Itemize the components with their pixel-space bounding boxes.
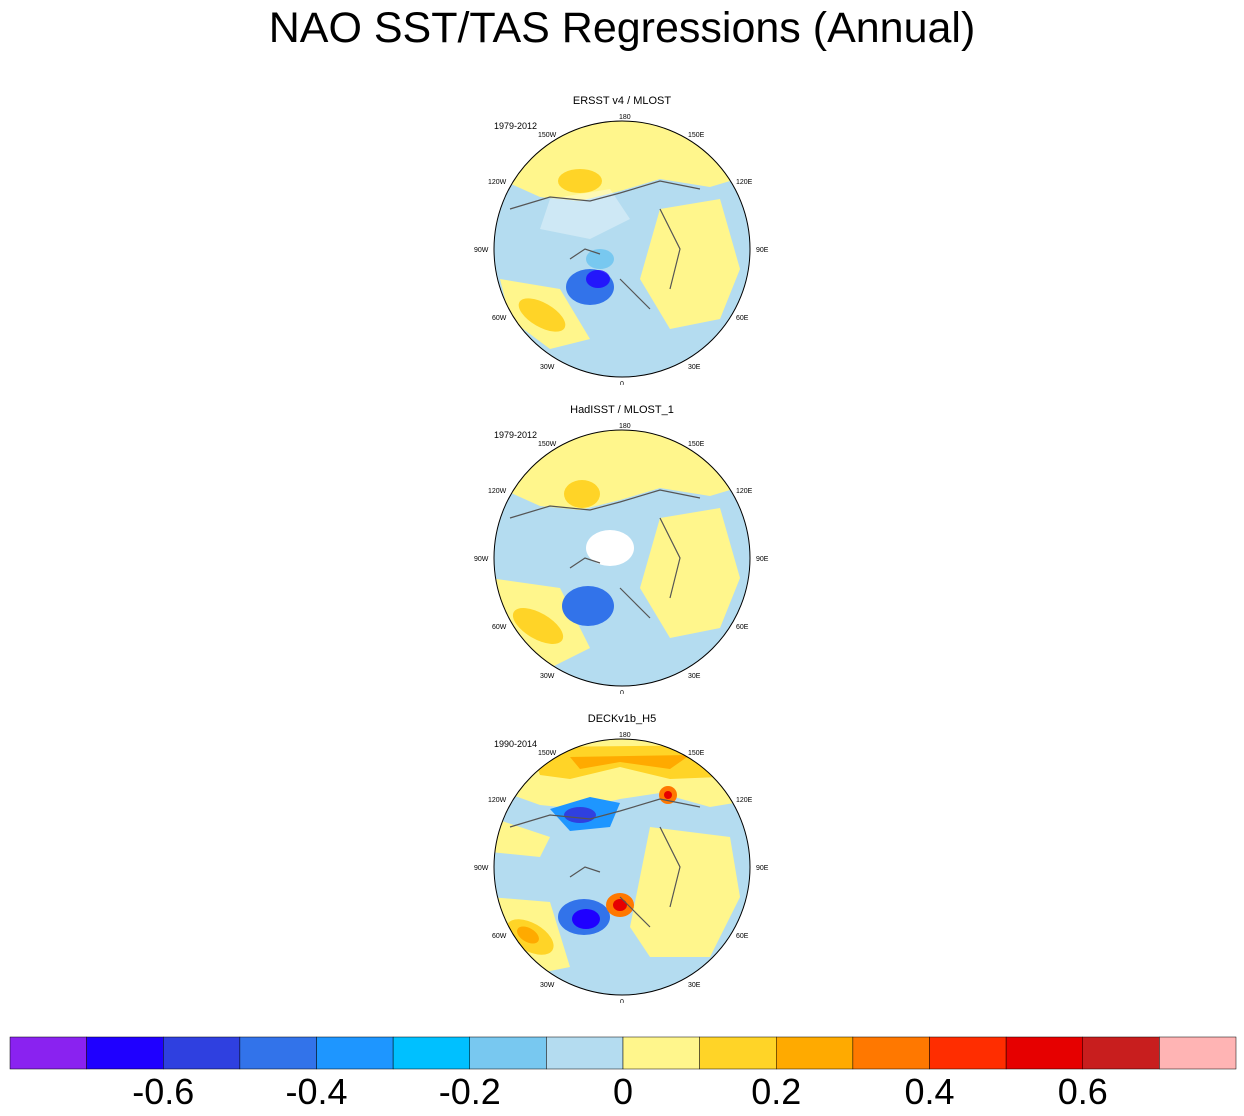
lon-label-30e: 30E — [688, 982, 701, 989]
coastlines — [509, 489, 701, 619]
colorbar-swatch — [239, 1036, 317, 1070]
panel-title: HadISST / MLOST_1 — [570, 404, 674, 416]
colorbar-swatch — [929, 1036, 1007, 1070]
lon-label-30w: 30W — [540, 364, 555, 371]
lon-label-90e: 90E — [756, 247, 769, 254]
lon-label-150w: 150W — [538, 132, 557, 139]
field-atlantic-max — [518, 298, 566, 332]
colorbar-swatch — [852, 1036, 930, 1070]
colorbar-swatch — [86, 1036, 164, 1070]
lon-label-150e: 150E — [688, 441, 705, 448]
map-border — [493, 429, 751, 687]
coastlines — [509, 180, 701, 310]
lon-label-60e: 60E — [736, 624, 749, 631]
field-labrador-min — [562, 586, 614, 626]
field-atlantic-max — [512, 608, 564, 644]
lon-label-60w: 60W — [492, 624, 507, 631]
lon-label-120w: 120W — [488, 797, 507, 804]
lon-label-30w: 30W — [540, 982, 555, 989]
lon-label-120e: 120E — [736, 488, 753, 495]
map-panel-1: ERSST v4 / MLOST 1979-2012 180 150E 120E… — [470, 95, 774, 385]
colorbar-swatch — [622, 1036, 700, 1070]
map-border — [493, 738, 751, 996]
field-norway-core — [613, 899, 627, 911]
land-outline-fill — [540, 189, 630, 239]
panel-title: DECKv1b_H5 — [587, 713, 657, 725]
colorbar-swatch — [699, 1036, 777, 1070]
colorbar-swatch — [776, 1036, 854, 1070]
field-positive-eurasia — [630, 827, 740, 957]
field-greenland — [586, 249, 614, 269]
chart-title: NAO SST/TAS Regressions (Annual) — [268, 4, 976, 52]
field-arctic-missing — [586, 530, 634, 566]
colorbar-swatch — [1082, 1036, 1160, 1070]
colorbar-swatch — [546, 1036, 624, 1070]
map-border — [493, 120, 751, 378]
colorbar-tick-label: 0.4 — [904, 1071, 955, 1112]
field-labrador-core — [586, 270, 610, 288]
field-positive-eurasia — [640, 199, 740, 329]
field-positive-eurasia — [640, 508, 740, 638]
field-pacific-max — [558, 169, 602, 193]
map-panel-2: HadISST / MLOST_1 1979-2012 180 150E 120… — [470, 404, 774, 694]
field-pacific-core — [570, 755, 690, 769]
lon-label-30w: 30W — [540, 673, 555, 680]
colorbar-tick-label: 0.6 — [1057, 1071, 1108, 1112]
field-atlantic-core — [517, 926, 539, 944]
lon-label-0: 0 — [620, 999, 624, 1003]
colorbar-swatch — [1159, 1036, 1237, 1070]
lon-label-180: 180 — [619, 423, 631, 430]
colorbar-swatch — [392, 1036, 470, 1070]
lon-label-60e: 60E — [736, 315, 749, 322]
polar-map: 180 150E 120E 90E 60E 30E 0 30W 60W 90W … — [474, 732, 769, 1003]
lon-label-60w: 60W — [492, 315, 507, 322]
lon-label-60e: 60E — [736, 933, 749, 940]
lon-label-180: 180 — [619, 732, 631, 739]
lon-label-150w: 150W — [538, 750, 557, 757]
colorbar-tick-label: 0 — [612, 1071, 634, 1112]
lon-label-90e: 90E — [756, 865, 769, 872]
lon-label-60w: 60W — [492, 933, 507, 940]
colorbar — [9, 1036, 1237, 1070]
polar-map: 180 150E 120E 90E 60E 30E 0 30W 60W 90W … — [474, 423, 769, 694]
lon-label-90w: 90W — [474, 247, 489, 254]
lon-label-120e: 120E — [736, 179, 753, 186]
colorbar-swatch — [469, 1036, 547, 1070]
panel-title: ERSST v4 / MLOST — [572, 95, 672, 107]
lon-label-150w: 150W — [538, 441, 557, 448]
field-bering-core — [664, 791, 672, 799]
colorbar-tick-label: -0.2 — [438, 1071, 501, 1112]
field-canada-positive — [494, 817, 550, 857]
panel-years: 1979-2012 — [494, 121, 538, 131]
colorbar-tick-label: -0.6 — [132, 1071, 195, 1112]
colorbar-swatch — [163, 1036, 241, 1070]
colorbar-swatch — [9, 1036, 87, 1070]
colorbar-tick-label: 0.2 — [751, 1071, 802, 1112]
panel-years: 1990-2014 — [494, 739, 538, 749]
field-alaska-core — [564, 807, 596, 823]
lon-label-90w: 90W — [474, 865, 489, 872]
colorbar-swatch — [316, 1036, 394, 1070]
lon-label-120w: 120W — [488, 488, 507, 495]
lon-label-90w: 90W — [474, 556, 489, 563]
field-labrador-core — [572, 909, 600, 929]
field-pacific-max — [564, 480, 600, 508]
lon-label-120w: 120W — [488, 179, 507, 186]
panel-years: 1979-2012 — [494, 430, 538, 440]
lon-label-30e: 30E — [688, 364, 701, 371]
lon-label-180: 180 — [619, 114, 631, 121]
lon-label-150e: 150E — [688, 132, 705, 139]
colorbar-swatch — [1005, 1036, 1083, 1070]
lon-label-150e: 150E — [688, 750, 705, 757]
lon-label-90e: 90E — [756, 556, 769, 563]
lon-label-0: 0 — [620, 690, 624, 694]
colorbar-tick-label: -0.4 — [285, 1071, 348, 1112]
lon-label-0: 0 — [620, 381, 624, 385]
polar-map: 180 150E 120E 90E 60E 30E 0 30W 60W 90W … — [474, 114, 769, 385]
lon-label-120e: 120E — [736, 797, 753, 804]
lon-label-30e: 30E — [688, 673, 701, 680]
coastlines — [509, 798, 701, 928]
map-panel-3: DECKv1b_H5 1990-2014 180 150E 120E — [470, 713, 774, 1003]
